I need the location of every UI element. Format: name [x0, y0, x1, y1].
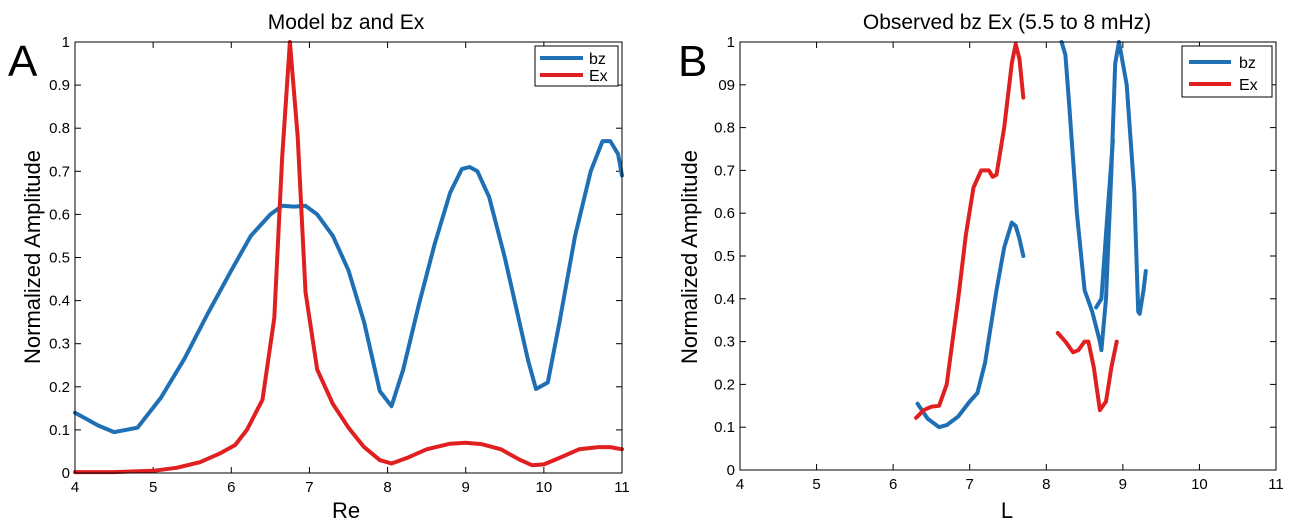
panel-a-label: A: [8, 37, 38, 86]
y-tick-label: 0.1: [714, 419, 735, 436]
y-tick-label: 0.2: [49, 379, 70, 396]
panel-a: A Model bz and Ex Normalized Amplitude R…: [8, 11, 630, 522]
y-tick-label: 1: [727, 34, 735, 51]
x-tick-label: 10: [1191, 476, 1208, 493]
x-tick-label: 4: [71, 479, 79, 496]
y-tick-label: 0.7: [49, 163, 70, 180]
panel-b-legend: bz Ex: [1181, 45, 1273, 98]
y-tick-label: 0.8: [714, 120, 735, 137]
y-tick-label: 0.4: [714, 291, 735, 308]
x-tick-label: 4: [736, 476, 744, 493]
panel-a-series: [73, 40, 624, 475]
x-tick-label: 9: [462, 479, 470, 496]
x-tick-label: 11: [1268, 476, 1284, 493]
x-tick-label: 9: [1119, 476, 1127, 493]
x-tick-label: 7: [305, 479, 313, 496]
y-tick-label: 0.6: [49, 206, 70, 223]
y-tick-label: 0.8: [49, 120, 70, 137]
x-tick-label: 7: [966, 476, 974, 493]
series-line-bz: [73, 139, 624, 435]
x-tick-label: 5: [149, 479, 157, 496]
y-tick-label: 09: [718, 77, 735, 94]
panel-a-legend-label-ex: Ex: [589, 68, 608, 85]
series-line-bz: [1094, 138, 1115, 310]
panel-a-title: Model bz and Ex: [268, 11, 425, 34]
y-tick-label: 0: [727, 462, 735, 479]
series-line-bz: [1059, 40, 1148, 353]
y-tick-label: 0.6: [714, 205, 735, 222]
y-tick-label: 1: [62, 34, 70, 51]
panel-b-legend-box: [1181, 45, 1273, 98]
y-tick-label: 0.4: [49, 293, 70, 310]
x-tick-label: 5: [812, 476, 820, 493]
panel-b-title: Observed bz Ex (5.5 to 8 mHz): [863, 11, 1151, 34]
y-tick-label: 0.1: [49, 422, 70, 439]
panel-a-legend: bz Ex: [534, 45, 619, 87]
y-tick-label: 0.9: [49, 77, 70, 94]
panel-b-legend-label-ex: Ex: [1239, 77, 1258, 94]
panel-a-legend-label-bz: bz: [589, 51, 606, 68]
x-tick-label: 6: [889, 476, 897, 493]
x-tick-label: 6: [227, 479, 235, 496]
series-line-ex: [1055, 331, 1119, 413]
panel-b: B Observed bz Ex (5.5 to 8 mHz) Normaliz…: [677, 11, 1284, 522]
y-tick-label: 0.3: [49, 336, 70, 353]
x-tick-label: 11: [614, 479, 630, 496]
panel-a-legend-box: [534, 45, 619, 87]
panel-a-xlabel: Re: [332, 498, 360, 522]
series-line-ex: [73, 40, 624, 475]
series-line-bz: [915, 220, 1026, 430]
panel-b-series: [914, 40, 1148, 430]
panel-b-axes-box: [739, 41, 1277, 471]
panel-b-ylabel: Normalized Amplitude: [677, 150, 702, 364]
y-tick-label: 0.5: [714, 248, 735, 265]
y-tick-label: 0.7: [714, 162, 735, 179]
y-tick-label: 0.2: [714, 376, 735, 393]
panel-a-axes-box: [74, 41, 623, 474]
x-tick-label: 8: [383, 479, 391, 496]
y-tick-label: 0: [62, 465, 70, 482]
panel-b-xlabel: L: [1001, 498, 1013, 522]
series-line-ex: [914, 42, 1026, 420]
y-tick-label: 0.5: [49, 250, 70, 267]
panel-b-ticks: 4 5 6 7 8 9 10 11 0 0.1 0.2 0.3 0.4 0.5 0.6 0.7 0.8 09 1: [714, 34, 1284, 493]
panel-b-label: B: [678, 37, 707, 86]
x-tick-label: 8: [1042, 476, 1050, 493]
y-tick-label: 0.3: [714, 334, 735, 351]
x-tick-label: 10: [536, 479, 553, 496]
panel-a-ylabel: Normalized Amplitude: [20, 150, 45, 364]
panel-b-legend-label-bz: bz: [1239, 55, 1256, 72]
